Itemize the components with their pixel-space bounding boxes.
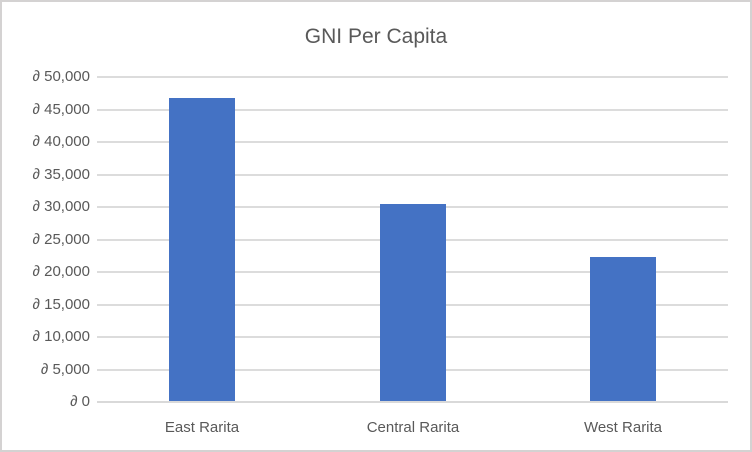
x-axis-category-label: Central Rarita (366, 419, 460, 436)
gridline-50000 (97, 76, 728, 78)
bar-west-rarita (590, 257, 656, 402)
y-axis-tick-label: ∂ 10,000 (32, 328, 90, 345)
gridline-35000 (97, 173, 728, 176)
bar-east-rarita (169, 98, 235, 402)
bar-central-rarita (380, 204, 446, 402)
y-axis-tick-label: ∂ 50,000 (32, 68, 90, 85)
y-axis-tick-label: ∂ 25,000 (32, 230, 90, 248)
y-axis-tick-label: ∂ 20,000 (32, 263, 90, 280)
y-axis-tick-label: ∂ 0 (70, 393, 90, 410)
y-axis-tick-label: ∂ 35,000 (32, 165, 90, 183)
y-axis-tick-label: ∂ 45,000 (32, 100, 90, 118)
y-axis-tick-label: ∂ 30,000 (32, 198, 90, 215)
gridline-45000 (97, 108, 728, 111)
y-axis-tick-label: ∂ 5,000 (40, 360, 90, 378)
x-axis-category-label: West Rarita (583, 419, 663, 436)
x-axis-line (97, 401, 728, 403)
y-axis-tick-label: ∂ 15,000 (32, 295, 90, 313)
x-axis-category-label: East Rarita (164, 419, 240, 436)
chart-title: GNI Per Capita (304, 25, 448, 48)
y-axis-tick-label: ∂ 40,000 (32, 133, 90, 150)
gridline-40000 (97, 141, 728, 143)
